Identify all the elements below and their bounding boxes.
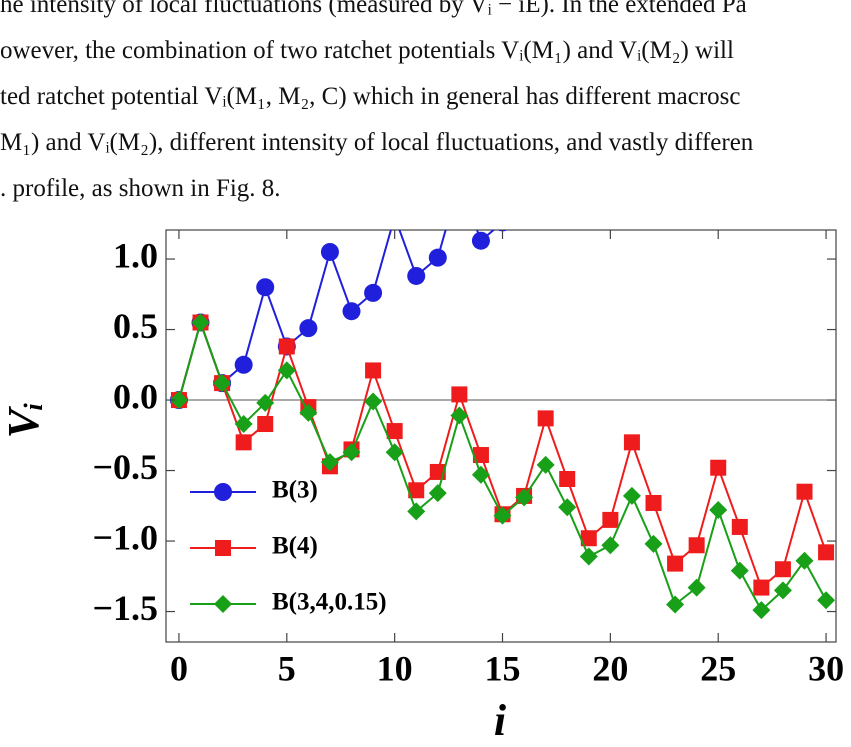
y-tick-label: −1.5 xyxy=(92,588,158,628)
marker xyxy=(234,355,253,374)
marker xyxy=(256,393,275,412)
x-tick-label: 20 xyxy=(592,648,628,688)
x-tick-label: 25 xyxy=(700,648,736,688)
marker xyxy=(277,361,296,380)
marker xyxy=(558,498,577,517)
marker xyxy=(622,486,641,505)
marker xyxy=(667,555,684,572)
series-line xyxy=(177,319,827,612)
y-tick-label: −0.5 xyxy=(92,447,158,487)
marker xyxy=(602,511,619,528)
legend-label: B(3,4,0.15) xyxy=(272,589,387,616)
marker xyxy=(536,455,555,474)
x-tick-label: 0 xyxy=(170,648,188,688)
marker xyxy=(644,534,663,553)
marker xyxy=(214,595,232,613)
marker xyxy=(731,518,748,535)
marker xyxy=(342,302,361,321)
marker xyxy=(818,544,835,561)
marker xyxy=(774,561,791,578)
marker xyxy=(795,551,814,570)
marker xyxy=(710,459,727,476)
marker xyxy=(645,494,662,511)
marker xyxy=(365,362,382,379)
marker xyxy=(559,471,576,488)
marker xyxy=(257,416,274,433)
marker xyxy=(451,386,468,403)
x-tick-label: 30 xyxy=(808,648,844,688)
plot-area xyxy=(166,172,836,620)
marker xyxy=(364,392,383,411)
x-axis-label: i xyxy=(494,696,507,745)
marker xyxy=(408,482,425,499)
marker xyxy=(385,443,404,462)
marker xyxy=(450,406,469,425)
marker xyxy=(580,530,597,547)
marker xyxy=(256,278,275,297)
marker xyxy=(471,231,490,250)
x-tick-label: 5 xyxy=(278,648,296,688)
marker xyxy=(191,313,210,332)
marker xyxy=(687,578,706,597)
marker xyxy=(364,283,383,302)
legend-label: B(3) xyxy=(272,477,318,504)
marker xyxy=(299,403,318,422)
marker xyxy=(320,242,339,261)
marker xyxy=(386,208,404,226)
series-line xyxy=(177,230,496,401)
marker xyxy=(515,488,534,507)
x-tick-label: 10 xyxy=(377,648,413,688)
text-line: owever, the combination of two ratchet p… xyxy=(0,37,734,64)
marker xyxy=(601,536,620,555)
y-tick-label: −1.0 xyxy=(92,517,158,557)
y-tick-label: 1.0 xyxy=(113,235,158,275)
x-tick-label: 15 xyxy=(485,648,521,688)
marker xyxy=(342,443,361,462)
marker xyxy=(234,415,253,434)
marker xyxy=(709,501,728,520)
marker xyxy=(450,172,468,190)
marker xyxy=(386,423,403,440)
marker xyxy=(579,547,598,566)
marker xyxy=(407,502,426,521)
marker xyxy=(493,506,512,525)
marker xyxy=(753,579,770,596)
marker xyxy=(817,591,836,610)
marker xyxy=(278,338,295,355)
marker xyxy=(497,230,508,232)
y-tick-label: 0.5 xyxy=(113,306,158,346)
marker xyxy=(214,483,232,501)
y-tick-label: 0.0 xyxy=(113,376,158,416)
marker xyxy=(472,447,489,464)
marker xyxy=(428,484,447,503)
marker xyxy=(666,595,685,614)
marker xyxy=(730,561,749,580)
marker xyxy=(299,319,318,338)
text-line: he intensity of local fluctuations (meas… xyxy=(0,0,747,18)
marker xyxy=(169,391,188,410)
marker xyxy=(796,483,813,500)
marker xyxy=(623,434,640,451)
marker xyxy=(471,465,490,484)
marker xyxy=(235,434,252,451)
marker xyxy=(215,540,231,556)
legend-label: B(4) xyxy=(272,533,318,560)
marker xyxy=(407,266,426,285)
marker xyxy=(213,374,232,393)
marker xyxy=(537,410,554,427)
text-line: M₁) and Vᵢ(M₂), different intensity of l… xyxy=(0,129,754,156)
marker xyxy=(428,248,447,267)
marker xyxy=(320,453,339,472)
text-line: . profile, as shown in Fig. 8. xyxy=(0,175,281,202)
marker xyxy=(752,601,771,620)
marker xyxy=(688,537,705,554)
text-line: ted ratchet potential Vᵢ(M₁, M₂, C) whic… xyxy=(0,83,741,110)
marker xyxy=(773,581,792,600)
y-axis-label: Vᵢ xyxy=(0,402,48,439)
